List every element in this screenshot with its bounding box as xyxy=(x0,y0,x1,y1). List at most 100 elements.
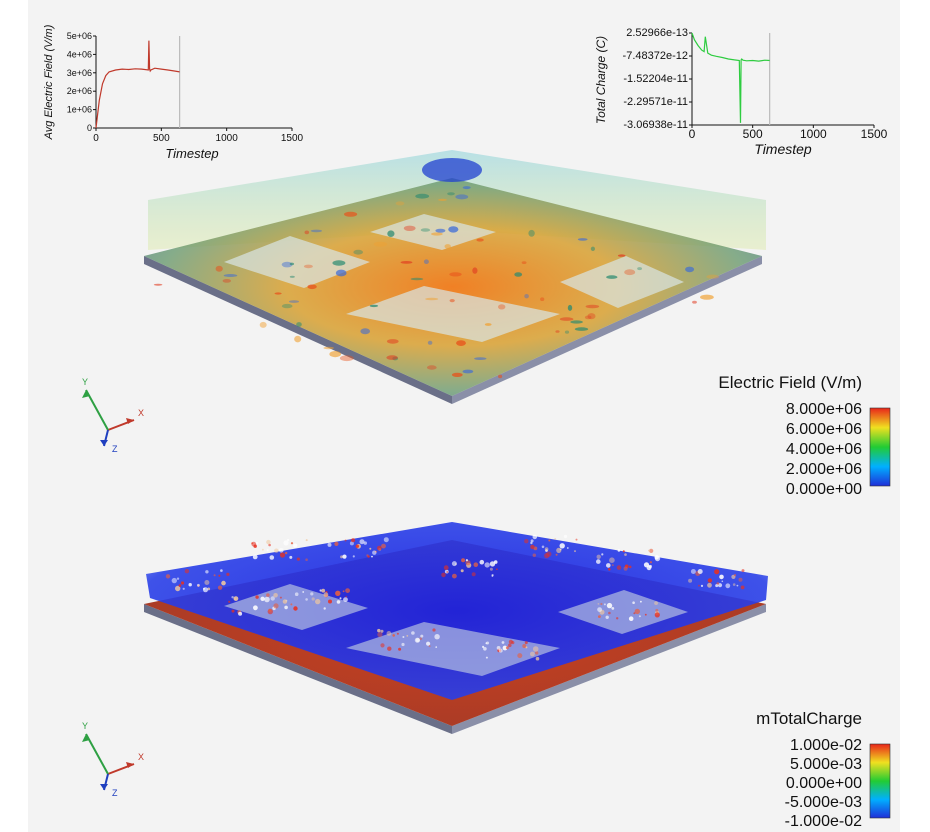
charge-spot xyxy=(597,603,600,605)
charge-spot xyxy=(426,641,431,646)
charge-spot xyxy=(372,550,377,555)
charge-spot xyxy=(451,561,457,567)
field-spot xyxy=(449,299,455,303)
field-spot xyxy=(415,193,430,199)
charge-spot xyxy=(311,597,315,601)
charge-spot xyxy=(566,547,569,549)
chart-y-tick-label: -7.48372e-12 xyxy=(623,50,688,62)
charge-spot xyxy=(465,560,471,566)
charge-spot xyxy=(238,611,243,616)
charge-spot xyxy=(336,600,341,604)
charge-spot xyxy=(266,549,269,552)
charge-spot xyxy=(563,534,568,539)
field-slab xyxy=(144,178,762,396)
charge-spot xyxy=(460,569,464,573)
z-axis-label: Z xyxy=(112,444,118,454)
charge-spot xyxy=(381,543,386,549)
charge-spot xyxy=(363,541,367,545)
y-axis-label: Y xyxy=(82,377,88,387)
charge-spot xyxy=(228,600,231,603)
chart-y-tick-label: 1e+06 xyxy=(67,105,92,115)
charge-spot xyxy=(269,555,275,560)
charge-spot xyxy=(217,585,223,590)
charge-spot xyxy=(575,538,578,541)
charge-spot xyxy=(741,569,745,573)
render-viewport[interactable]: X Y Z Electric Field (V/m) 8.000e+06 6.0… xyxy=(28,0,900,832)
charge-spot xyxy=(736,584,739,587)
field-spot xyxy=(274,292,282,295)
charge-spot xyxy=(738,577,743,582)
charge-spot xyxy=(355,544,359,548)
field-spot xyxy=(685,266,695,273)
charge-spot xyxy=(260,596,265,601)
charge-spot xyxy=(719,574,724,580)
field-spot xyxy=(307,284,317,290)
field-spot xyxy=(310,229,323,233)
field-spot xyxy=(426,365,437,370)
field-spot xyxy=(447,192,455,196)
avg-electric-field-chart: Avg Electric Field (V/m) Timestep 0 500 10… xyxy=(43,24,304,161)
chart-y-tick-label: 4e+06 xyxy=(67,49,92,59)
field-spot xyxy=(484,323,492,326)
charge-spot xyxy=(554,538,557,540)
charge-spot xyxy=(371,555,373,558)
field-spot xyxy=(410,277,424,281)
field-spot xyxy=(498,304,506,310)
charge-spot xyxy=(532,534,538,540)
chart-y-tick-label: 2e+06 xyxy=(67,86,92,96)
chart-y-tick-label: 3e+06 xyxy=(67,68,92,78)
colorbar-label: 2.000e+06 xyxy=(786,461,862,478)
charge-spot xyxy=(714,569,720,575)
charge-spot xyxy=(432,628,436,632)
charge-spot xyxy=(367,555,370,558)
field-spot xyxy=(344,211,358,217)
charge-spot xyxy=(321,588,326,593)
charge-spot xyxy=(231,596,234,599)
charge-spot xyxy=(284,605,288,610)
scene-svg[interactable]: X Y Z Electric Field (V/m) 8.000e+06 6.0… xyxy=(28,0,900,832)
charge-spot xyxy=(268,608,272,612)
field-spot xyxy=(373,241,388,247)
field-spot xyxy=(403,225,416,231)
charge-spot xyxy=(294,592,299,596)
chart-y-tick-label: -2.29571e-11 xyxy=(623,96,688,108)
charge-spot xyxy=(530,541,533,545)
colorbar-label: 5.000e-03 xyxy=(790,756,862,773)
charge-spot xyxy=(293,543,298,548)
charge-spot xyxy=(323,607,326,610)
electric-field-volume[interactable] xyxy=(144,150,766,404)
charge-spot xyxy=(419,637,423,640)
field-spot xyxy=(329,351,342,358)
field-spot xyxy=(395,201,405,206)
charge-spot xyxy=(270,596,275,601)
charge-spot xyxy=(279,552,286,558)
charge-spot xyxy=(502,645,508,651)
charge-spot xyxy=(489,561,496,567)
charge-spot xyxy=(606,602,613,609)
field-spot xyxy=(420,228,431,232)
charge-spot xyxy=(597,607,602,612)
charge-spot xyxy=(688,578,693,583)
field-spot xyxy=(435,228,446,233)
field-spot xyxy=(456,340,466,346)
charge-spot xyxy=(302,591,305,593)
charge-spot xyxy=(655,608,659,612)
substrate-side-right xyxy=(452,604,766,734)
charge-spot xyxy=(608,568,611,571)
colorbar-gradient xyxy=(869,743,891,819)
chart-x-tick-label: 1500 xyxy=(861,127,888,141)
charge-spot xyxy=(286,538,290,542)
charge-spot xyxy=(486,641,490,645)
charge-spot xyxy=(184,569,190,574)
field-spot xyxy=(584,315,592,320)
field-spot xyxy=(360,328,371,335)
charge-spot xyxy=(266,593,270,597)
charge-spot xyxy=(253,605,258,611)
charge-volume[interactable] xyxy=(144,522,768,734)
charge-spot xyxy=(315,598,321,605)
charge-spot xyxy=(546,551,552,557)
field-spot xyxy=(521,261,527,264)
colorbar-label: 1.000e-02 xyxy=(790,737,862,754)
charge-spot xyxy=(654,601,658,605)
field-spot xyxy=(425,297,439,301)
